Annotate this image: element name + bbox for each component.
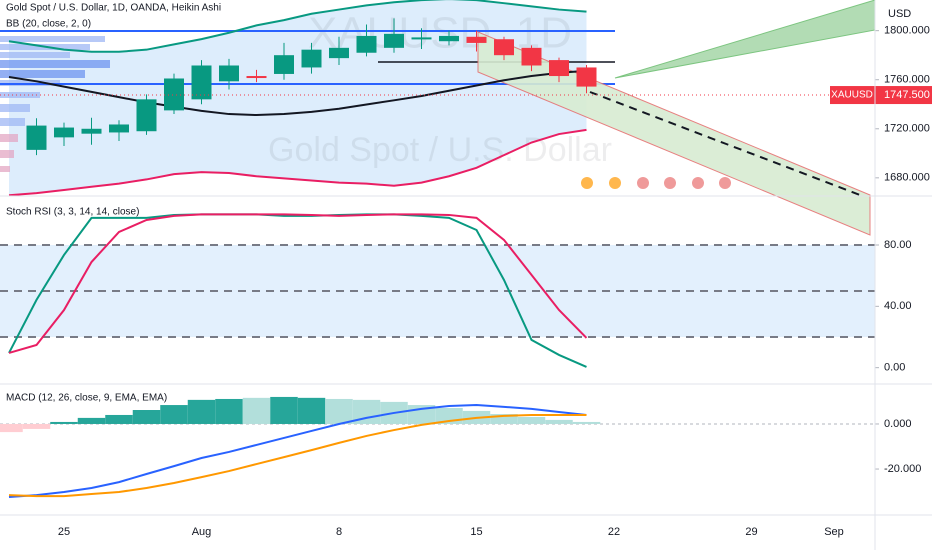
candle-body — [54, 127, 74, 138]
x-tick-label: 8 — [336, 526, 342, 538]
candle-body — [109, 124, 129, 133]
candle-body — [191, 65, 212, 100]
candle-body — [26, 125, 47, 150]
bb-line — [8, 69, 587, 117]
candle-body — [521, 47, 542, 66]
watermark: Gold Spot / U.S. Dollar — [268, 131, 612, 169]
histogram-bar — [270, 396, 298, 424]
x-tick-label: Sep — [824, 526, 844, 538]
y-tick-label: 0.00 — [884, 362, 905, 374]
histogram-bar — [160, 405, 188, 424]
histogram-bar — [242, 397, 271, 424]
histogram-bar — [325, 398, 353, 424]
histogram-bar — [297, 397, 326, 424]
histogram-bar — [50, 421, 78, 424]
bb-line — [8, 128, 587, 197]
stoch-line — [8, 213, 588, 354]
candle-body — [274, 55, 294, 74]
price-tag-label: 1747.500 — [884, 89, 930, 101]
candle-body — [494, 39, 514, 56]
y-tick-label: 80.00 — [884, 239, 912, 251]
y-tick-label: 1680.000 — [884, 172, 930, 184]
histogram-bar — [490, 414, 518, 424]
event-icons — [581, 177, 731, 189]
candle-body — [439, 35, 459, 42]
histogram-bar — [22, 423, 51, 429]
histogram-bar — [215, 398, 243, 424]
x-tick-label: Aug — [192, 526, 212, 538]
candle-body — [549, 60, 569, 77]
candle-body — [301, 49, 322, 68]
histogram-bar — [187, 399, 216, 424]
y-tick-label: 1760.000 — [884, 74, 930, 86]
candle-body — [384, 33, 404, 48]
x-tick-label: 15 — [470, 526, 482, 538]
x-tick-label: 25 — [58, 526, 70, 538]
channel-midline — [589, 91, 861, 196]
macd-line — [8, 404, 587, 498]
candle-body — [219, 65, 239, 82]
histogram-bar — [572, 421, 601, 424]
stoch-line — [8, 213, 587, 368]
candle-body — [411, 37, 432, 40]
y-tick-label: 1800.000 — [884, 25, 930, 37]
y-tick-label: 1720.000 — [884, 123, 930, 135]
candle-body — [356, 35, 377, 53]
y-axis-unit: USD — [888, 8, 911, 20]
candle-body — [164, 78, 184, 111]
candle-body — [136, 99, 157, 132]
x-tick-label: 22 — [608, 526, 620, 538]
indicator-title: Stoch RSI (3, 3, 14, 14, close) — [6, 207, 139, 218]
indicator-title: BB (20, close, 2, 0) — [6, 19, 91, 30]
candle-body — [466, 36, 487, 43]
macd-line — [8, 413, 587, 498]
y-tick-label: 40.00 — [884, 300, 912, 312]
candle-body — [81, 128, 102, 134]
histogram-bar — [0, 423, 23, 433]
candle-body — [329, 47, 349, 59]
symbol-name: XAUUSD — [831, 90, 873, 101]
histogram-bar — [132, 410, 161, 424]
indicator-title: MACD (12, 26, close, 9, EMA, EMA) — [6, 393, 167, 404]
histogram-bar — [545, 419, 573, 424]
x-tick-label: 29 — [745, 526, 757, 538]
overlay: 25 Aug 8 15 22 29 Sep 1800.000 1760.000 1720.000 1… — [0, 0, 932, 538]
price-tag — [875, 86, 932, 105]
bb-line — [8, 0, 587, 53]
histogram-bar — [77, 417, 106, 424]
symbol-tag — [830, 86, 875, 105]
candle-body — [576, 67, 597, 87]
histogram-bar — [105, 414, 133, 424]
pane-title: Gold Spot / U.S. Dollar, 1D, OANDA, Heik… — [6, 3, 221, 14]
candle-body — [246, 76, 267, 79]
histogram-bar — [517, 416, 546, 424]
y-tick-label: 0.000 — [884, 418, 912, 430]
channel[interactable] — [477, 31, 871, 236]
y-tick-label: -20.000 — [884, 463, 921, 475]
